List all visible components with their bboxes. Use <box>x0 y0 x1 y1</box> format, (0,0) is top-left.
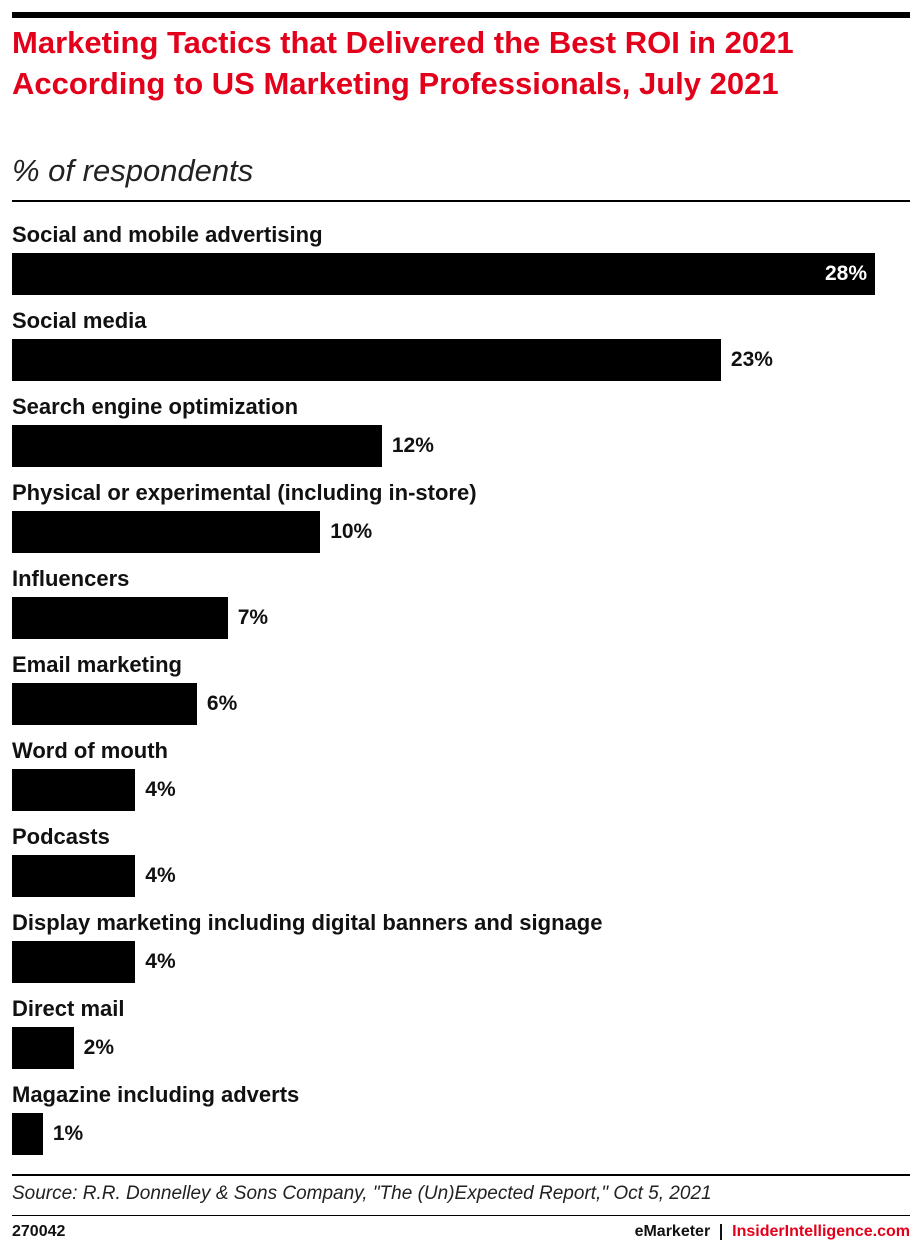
value-label: 28% <box>825 262 868 285</box>
value-label: 1% <box>52 1122 84 1145</box>
site: InsiderIntelligence.com <box>732 1223 910 1240</box>
value-label: 12% <box>391 434 434 457</box>
category-label: Social and mobile advertising <box>12 222 323 247</box>
category-label: Email marketing <box>12 652 182 677</box>
category-label: Influencers <box>12 566 130 591</box>
bottom-rule <box>12 1215 910 1216</box>
bar <box>12 339 721 381</box>
category-label: Social media <box>12 308 147 333</box>
footer-rule <box>12 1174 910 1176</box>
category-label: Podcasts <box>12 824 110 849</box>
bar <box>12 1113 43 1155</box>
category-label: Magazine including adverts <box>12 1082 300 1107</box>
bar <box>12 683 197 725</box>
source-note: Source: R.R. Donnelley & Sons Company, "… <box>12 1183 712 1204</box>
bar <box>12 1027 74 1069</box>
value-label: 23% <box>730 348 773 371</box>
category-label: Display marketing including digital bann… <box>12 910 603 935</box>
bar <box>12 769 136 811</box>
bar <box>12 855 136 897</box>
chart-id: 270042 <box>12 1223 66 1240</box>
value-label: 4% <box>145 950 176 973</box>
category-label: Word of mouth <box>12 738 168 763</box>
bar <box>12 597 228 639</box>
bar <box>12 941 136 983</box>
chart-title: Marketing Tactics that Delivered the Bes… <box>12 25 794 101</box>
category-label: Search engine optimization <box>12 394 299 419</box>
category-label: Physical or experimental (including in-s… <box>12 480 477 505</box>
bar <box>12 425 382 467</box>
value-label: 6% <box>206 692 238 715</box>
bar <box>12 253 875 295</box>
separator <box>720 1224 723 1240</box>
value-label: 7% <box>237 606 269 629</box>
value-label: 2% <box>83 1036 114 1059</box>
header-rule <box>12 200 910 202</box>
value-label: 10% <box>330 520 373 543</box>
top-rule <box>12 12 910 18</box>
brand: eMarketer <box>634 1223 711 1240</box>
chart-subtitle: % of respondents <box>12 153 254 188</box>
bar <box>12 511 321 553</box>
category-label: Direct mail <box>12 996 125 1021</box>
footer-brand: eMarketer InsiderIntelligence.com <box>635 1223 910 1241</box>
value-label: 4% <box>145 778 176 801</box>
value-label: 4% <box>145 864 176 887</box>
